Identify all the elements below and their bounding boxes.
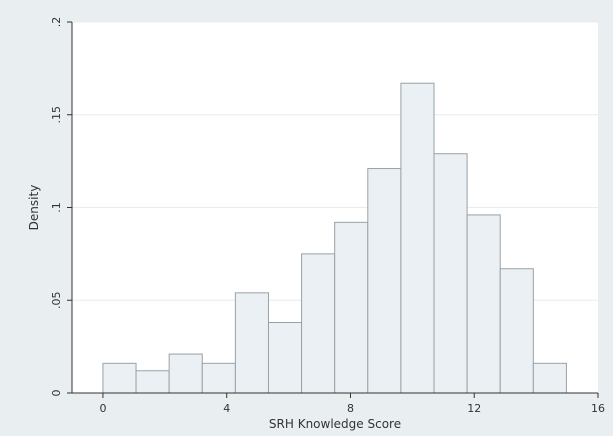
y-axis-label: Density — [27, 185, 41, 231]
histogram-bar — [499, 268, 534, 394]
x-axis-label: SRH Knowledge Score — [269, 417, 401, 431]
x-tick-label: 0 — [99, 402, 106, 415]
y-tick-label: .15 — [50, 106, 63, 124]
y-tick-label: .2 — [50, 17, 63, 28]
x-tick-label: 16 — [591, 402, 605, 415]
histogram-bar — [168, 353, 203, 394]
y-tick-label: 0 — [50, 390, 63, 397]
x-tick-label: 4 — [223, 402, 230, 415]
histogram-bar — [400, 82, 435, 394]
y-tick-label: .05 — [50, 292, 63, 310]
histogram-bar — [334, 221, 369, 394]
histogram-bar — [433, 153, 468, 394]
y-tick-label: .1 — [50, 202, 63, 213]
histogram-bar — [102, 362, 137, 394]
histogram-bar — [301, 253, 336, 394]
histogram-bar — [267, 322, 303, 394]
histogram-bar — [466, 214, 501, 394]
histogram-bar — [201, 362, 236, 394]
tick-labels: 0 .05 .1 .15 .2 0 4 8 12 16 — [50, 17, 605, 415]
histogram-bars — [102, 82, 567, 394]
histogram-bar — [135, 370, 170, 394]
x-tick-label: 8 — [347, 402, 354, 415]
histogram-bar — [367, 168, 402, 394]
x-tick-label: 12 — [467, 402, 481, 415]
histogram-bar — [532, 362, 567, 394]
histogram-bar — [234, 292, 269, 394]
axes — [67, 21, 599, 398]
